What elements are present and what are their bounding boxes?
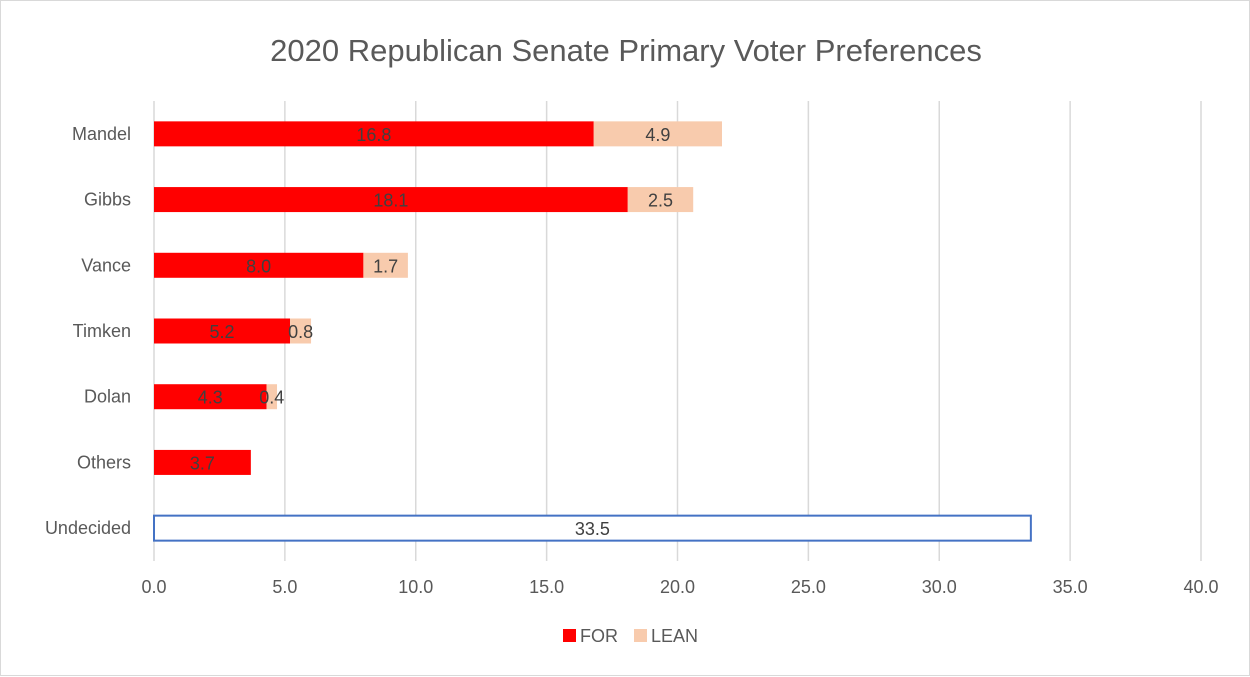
data-label-others-for: 3.7 — [190, 453, 215, 473]
data-label-dolan-for: 4.3 — [198, 388, 223, 408]
category-label-undecided: Undecided — [45, 518, 131, 538]
chart-title: 2020 Republican Senate Primary Voter Pre… — [270, 33, 982, 68]
legend-label-lean: LEAN — [651, 626, 698, 646]
data-label-gibbs-for: 18.1 — [373, 191, 408, 211]
x-tick-label-10-0: 10.0 — [398, 577, 433, 597]
x-tick-label-35-0: 35.0 — [1053, 577, 1088, 597]
gridlines — [153, 101, 1202, 561]
legend-swatch-lean — [634, 629, 647, 642]
data-label-undecided-undecided: 33.5 — [575, 519, 610, 539]
category-label-gibbs: Gibbs — [84, 190, 131, 210]
category-label-vance: Vance — [81, 255, 131, 275]
x-tick-label-0-0: 0.0 — [141, 577, 166, 597]
bar-undecided-undecided — [153, 514, 1032, 542]
data-label-vance-lean: 1.7 — [373, 256, 398, 276]
x-tick-label-20-0: 20.0 — [660, 577, 695, 597]
bar-mandel-for — [154, 121, 594, 147]
category-labels: Mandel Gibbs Vance Timken Dolan Others Undecid… — [45, 124, 131, 538]
bar-dolan-for — [154, 384, 267, 410]
bar-timken-for — [154, 318, 291, 344]
bar-dolan-lean — [266, 384, 278, 410]
data-label-timken-lean: 0.8 — [288, 322, 313, 342]
bar-gibbs-lean — [627, 187, 694, 213]
bar-others-for — [154, 449, 251, 475]
category-label-dolan: Dolan — [84, 387, 131, 407]
bar-vance-lean — [363, 252, 408, 278]
x-axis-ticks: 0.0 5.0 10.0 15.0 20.0 25.0 30.0 35.0 40.0 — [141, 577, 1218, 597]
data-label-dolan-lean: 0.4 — [259, 388, 284, 408]
data-label-gibbs-lean: 2.5 — [648, 191, 673, 211]
x-tick-label-25-0: 25.0 — [791, 577, 826, 597]
data-label-timken-for: 5.2 — [210, 322, 235, 342]
bar-gibbs-for — [154, 187, 628, 213]
data-label-mandel-lean: 4.9 — [645, 125, 670, 145]
x-tick-label-30-0: 30.0 — [922, 577, 957, 597]
data-label-vance-for: 8.0 — [246, 256, 271, 276]
bars — [153, 121, 1032, 542]
bar-mandel-lean — [593, 121, 722, 147]
category-label-timken: Timken — [73, 321, 131, 341]
data-labels: 16.8 4.9 18.1 2.5 8.0 1.7 5.2 0.8 4.3 0.4 3.7 33.5 — [190, 125, 673, 539]
bar-timken-lean — [290, 318, 312, 344]
category-label-others: Others — [77, 452, 131, 472]
x-tick-label-5-0: 5.0 — [272, 577, 297, 597]
x-tick-label-40-0: 40.0 — [1183, 577, 1218, 597]
category-label-mandel: Mandel — [72, 124, 131, 144]
data-label-mandel-for: 16.8 — [356, 125, 391, 145]
legend-swatch-for — [563, 629, 576, 642]
legend: FOR LEAN — [563, 626, 698, 646]
bar-vance-for — [154, 252, 364, 278]
x-tick-label-15-0: 15.0 — [529, 577, 564, 597]
legend-label-for: FOR — [580, 626, 618, 646]
